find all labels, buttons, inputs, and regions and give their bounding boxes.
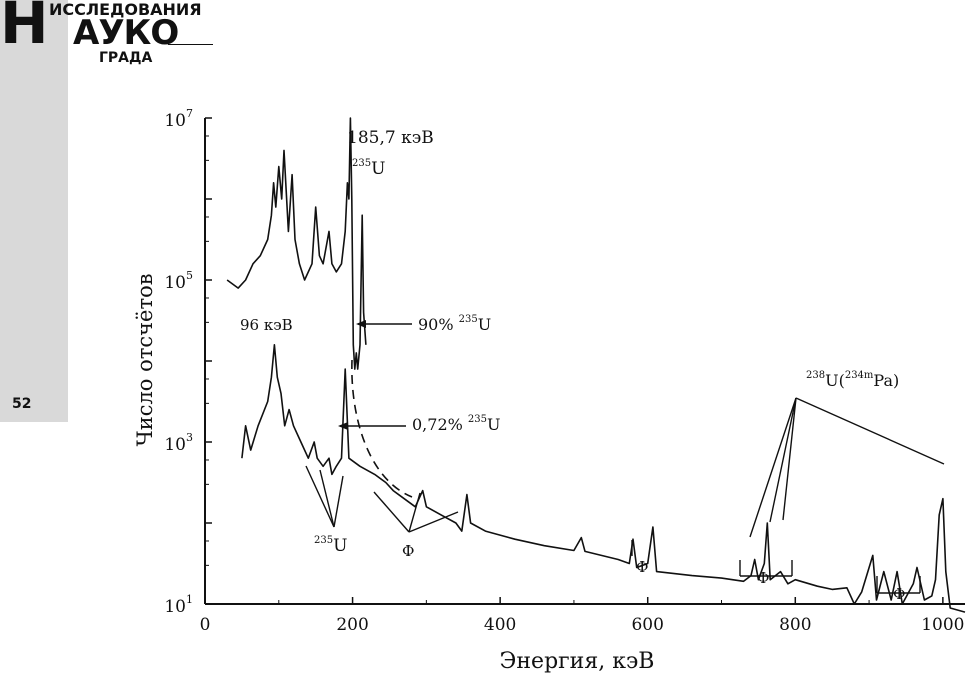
ninety-pct-symbol: U [478, 315, 491, 334]
ninety-pct-value: 90% [418, 315, 459, 334]
x-tick-label: 0 [200, 615, 211, 635]
page-number: 52 [12, 396, 32, 412]
leader-phi1-c [408, 511, 459, 533]
leader-u235-a [305, 465, 335, 528]
natural-pct-symbol: U [487, 415, 500, 434]
u235-bottom-mass: 235 [314, 535, 333, 546]
y-tick-exponent: 5 [186, 269, 193, 282]
y-tick-exponent: 3 [186, 431, 193, 444]
u235-top-mass: 235 [352, 158, 371, 169]
leader-u235-b [319, 469, 335, 528]
annotation-u235-bottom: 235U [314, 535, 347, 556]
arrowhead-natural-pct [338, 422, 348, 430]
x-tick-label: 600 [631, 615, 663, 635]
logo-big-letter: Н [0, 0, 49, 57]
y-tick-label: 105 [164, 269, 193, 293]
u238-symbol: U( [825, 371, 845, 390]
y-tick-base: 10 [164, 597, 186, 617]
annotation-96kev: 96 кэВ [240, 316, 293, 334]
annotation-phi-2: Ф [636, 558, 648, 576]
journal-logo: Н ИССЛЕДОВАНИЯ АУКО ГРАДА [0, 0, 220, 72]
x-tick-label: 400 [484, 615, 516, 635]
annotation-peak-185: 185,7 кэВ [347, 128, 434, 148]
leader-phi1-a [373, 491, 410, 533]
arrowhead-90pct [356, 320, 366, 328]
annotation-phi-1: Ф [402, 542, 414, 560]
y-tick-exponent: 1 [186, 593, 193, 606]
y-tick-base: 10 [164, 111, 186, 131]
leader-u238-a [749, 397, 797, 538]
u238-mass: 238 [806, 370, 825, 381]
dashed-continuum-curve [351, 359, 413, 498]
y-tick-label: 107 [164, 107, 193, 131]
annotation-natural-pct: 0,72% 235U [412, 414, 501, 434]
logo-bottom-word: ГРАДА [99, 50, 153, 66]
leader-u238-b [769, 397, 797, 523]
page-sidebar: 52 [0, 0, 68, 422]
pa234m-mass: 234m [845, 370, 874, 381]
y-tick-base: 10 [164, 273, 186, 293]
natural-pct-mass: 235 [468, 414, 487, 425]
u235-top-symbol: U [371, 159, 385, 179]
y-tick-label: 101 [164, 593, 193, 617]
ninety-pct-mass: 235 [459, 314, 478, 325]
x-tick-label: 1000 [921, 615, 964, 635]
y-axis-label: Число отсчётов [133, 273, 157, 446]
logo-mid-word: АУКО [73, 13, 179, 53]
pa234m-symbol: Pa) [873, 371, 899, 390]
annotation-90pct: 90% 235U [418, 314, 491, 334]
leader-u238-d [795, 397, 945, 465]
annotation-phi-3: Ф [757, 569, 769, 587]
leader-phi1-b [408, 492, 421, 533]
annotation-u235-top: 235U [352, 158, 385, 179]
y-tick-exponent: 7 [186, 107, 193, 120]
natural-pct-value: 0,72% [412, 415, 468, 434]
x-tick-label: 200 [336, 615, 368, 635]
leader-u238-c [782, 397, 797, 521]
series-line-upper [226, 117, 367, 370]
leader-u235-c [333, 475, 344, 528]
series-line-lower [241, 344, 966, 613]
annotation-u238: 238U(234mPa) [806, 370, 899, 390]
logo-top-word: ИССЛЕДОВАНИЯ [49, 0, 202, 19]
chart-axes [204, 118, 965, 605]
y-tick-label: 103 [164, 431, 193, 455]
logo-rule [168, 44, 213, 45]
chart-series [226, 117, 966, 613]
x-axis-label: Энергия, кэВ [500, 649, 655, 674]
y-tick-base: 10 [164, 435, 186, 455]
u235-bottom-symbol: U [333, 536, 347, 556]
x-tick-label: 800 [779, 615, 811, 635]
annotation-phi-4: Ф [893, 585, 905, 603]
chart-annotation-lines [305, 320, 945, 594]
